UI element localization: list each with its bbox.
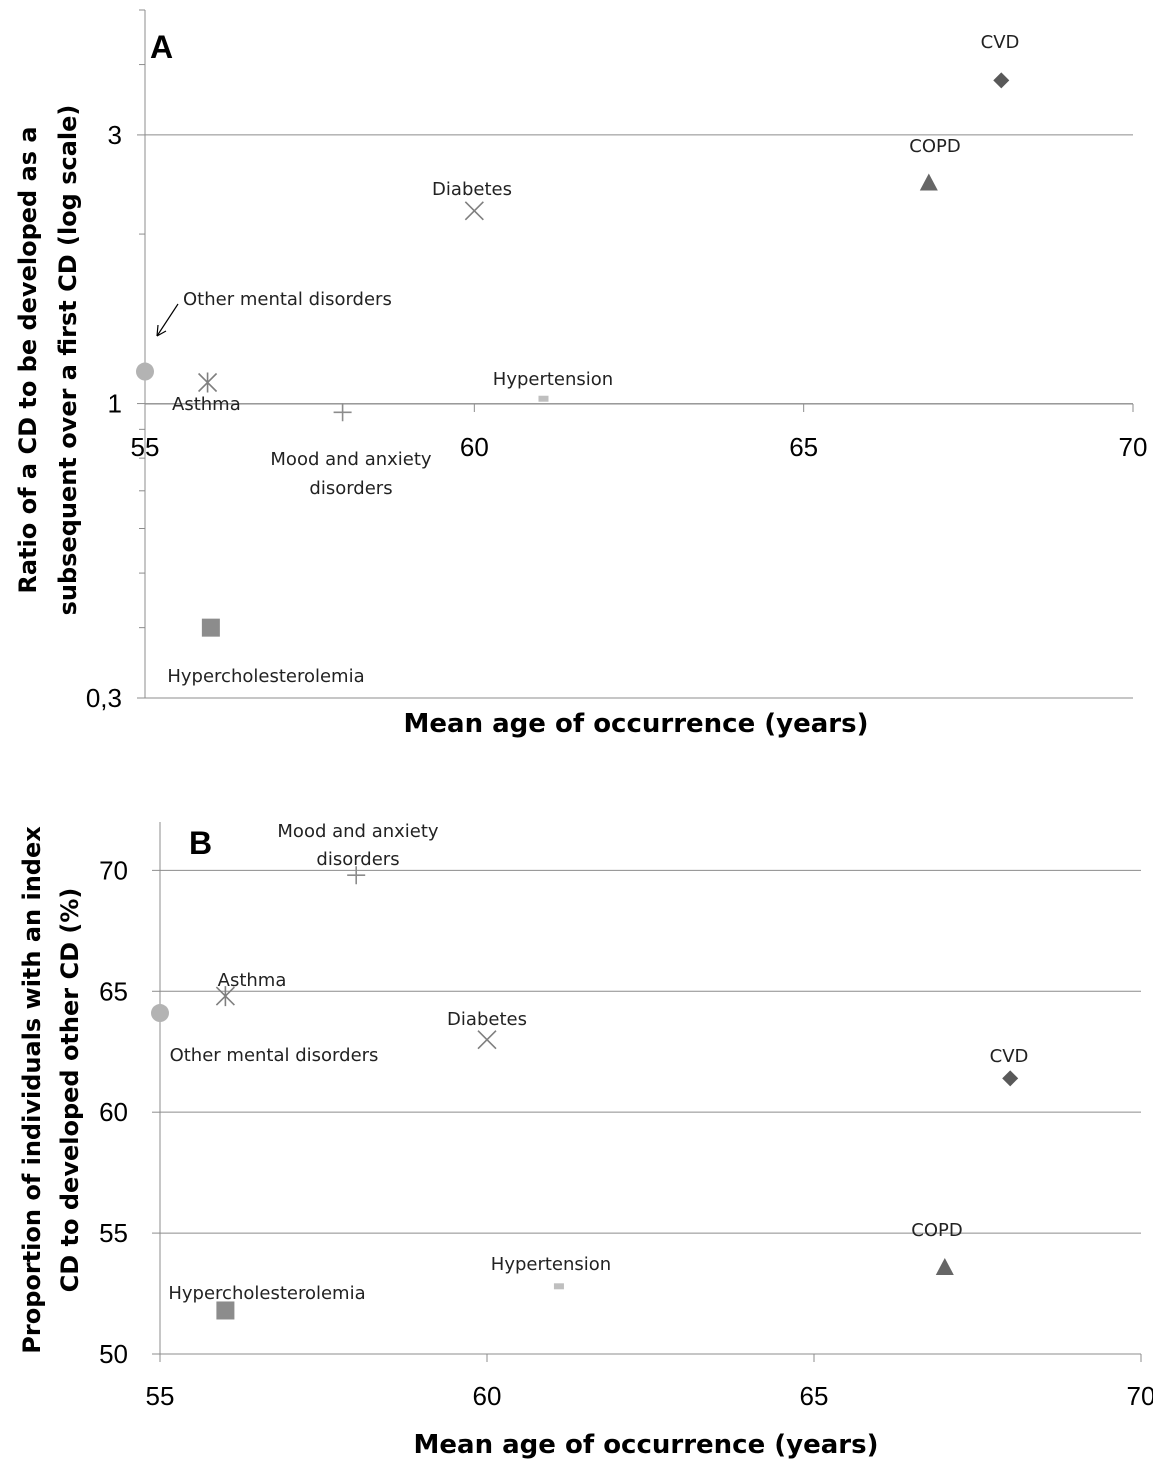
data-point-hypertension bbox=[553, 1283, 564, 1290]
y-tick-label: 0,3 bbox=[86, 683, 122, 713]
point-label: disorders bbox=[309, 478, 392, 499]
point-label: CVD bbox=[990, 1046, 1029, 1067]
point-label: COPD bbox=[909, 136, 960, 157]
point-label: Asthma bbox=[218, 970, 287, 991]
point-label: Other mental disorders bbox=[183, 289, 392, 310]
x-tick-label: 60 bbox=[473, 1381, 502, 1411]
point-label: Other mental disorders bbox=[170, 1045, 379, 1066]
data-point-mood-and-anxiety-disorders bbox=[347, 866, 366, 885]
point-label: disorders bbox=[316, 849, 399, 870]
point-label: Mood and anxiety bbox=[277, 821, 439, 842]
point-label: COPD bbox=[911, 1220, 962, 1241]
chart-panel-a: 0,3 1 3 55 60 65 70 A Mean age of occurrence (ye… bbox=[14, 9, 1148, 739]
y-axis-title: Proportion of individuals with an index bbox=[18, 826, 46, 1354]
point-label: Hypercholesterolemia bbox=[168, 1283, 365, 1304]
y-tick-label: 60 bbox=[99, 1097, 128, 1127]
data-point-asthma bbox=[198, 372, 218, 393]
chart-panel-b: 50 55 60 65 70 55 60 65 70 B Mean age of occurrenc… bbox=[18, 821, 1153, 1460]
data-point-mood-and-anxiety-disorders bbox=[333, 403, 352, 422]
x-tick-label: 70 bbox=[1127, 1381, 1153, 1411]
x-tick-label: 55 bbox=[131, 432, 160, 462]
point-label: Diabetes bbox=[432, 179, 512, 200]
y-tick-label: 65 bbox=[99, 976, 128, 1006]
x-tick-label: 55 bbox=[146, 1381, 175, 1411]
x-axis-title: Mean age of occurrence (years) bbox=[414, 1430, 879, 1460]
data-point-hypertension bbox=[538, 395, 549, 402]
y-tick-label: 1 bbox=[108, 389, 122, 419]
x-tick-label: 65 bbox=[789, 432, 818, 462]
point-label: Mood and anxiety bbox=[270, 449, 432, 470]
data-point-cvd bbox=[1002, 1070, 1019, 1087]
data-point-diabetes bbox=[464, 201, 484, 221]
data-point-cvd bbox=[993, 72, 1010, 89]
point-label: Diabetes bbox=[447, 1009, 527, 1030]
panel-label: A bbox=[150, 29, 173, 65]
data-point-diabetes bbox=[477, 1030, 497, 1050]
point-label: Hypertension bbox=[493, 369, 613, 390]
data-point-asthma bbox=[215, 986, 235, 1007]
y-tick-label: 70 bbox=[99, 855, 128, 885]
x-axis-title: Mean age of occurrence (years) bbox=[404, 709, 869, 739]
y-tick-label: 50 bbox=[99, 1339, 128, 1369]
point-label: CVD bbox=[981, 32, 1020, 53]
y-tick-label: 3 bbox=[108, 120, 122, 150]
y-tick-label: 55 bbox=[99, 1218, 128, 1248]
y-axis-title: CD to developed other CD (%) bbox=[56, 888, 84, 1293]
x-tick-label: 70 bbox=[1119, 432, 1148, 462]
x-tick-label: 65 bbox=[800, 1381, 829, 1411]
annotation-arrow bbox=[156, 303, 179, 337]
point-label: Asthma bbox=[172, 394, 241, 415]
point-label: Hypercholesterolemia bbox=[167, 666, 364, 687]
data-point-copd bbox=[919, 173, 938, 191]
data-point-other-mental-disorders bbox=[151, 1004, 169, 1023]
data-point-hypercholesterolemia bbox=[216, 1301, 235, 1320]
data-point-other-mental-disorders bbox=[136, 362, 154, 381]
panel-label: B bbox=[189, 825, 212, 861]
data-point-copd bbox=[935, 1257, 954, 1275]
x-tick-label: 60 bbox=[460, 432, 489, 462]
data-point-hypercholesterolemia bbox=[201, 618, 220, 637]
point-label: Hypertension bbox=[491, 1254, 611, 1275]
y-axis-title: Ratio of a CD to be developed as a bbox=[14, 126, 42, 593]
y-axis-title: subsequent over a first CD (log scale) bbox=[54, 105, 82, 616]
